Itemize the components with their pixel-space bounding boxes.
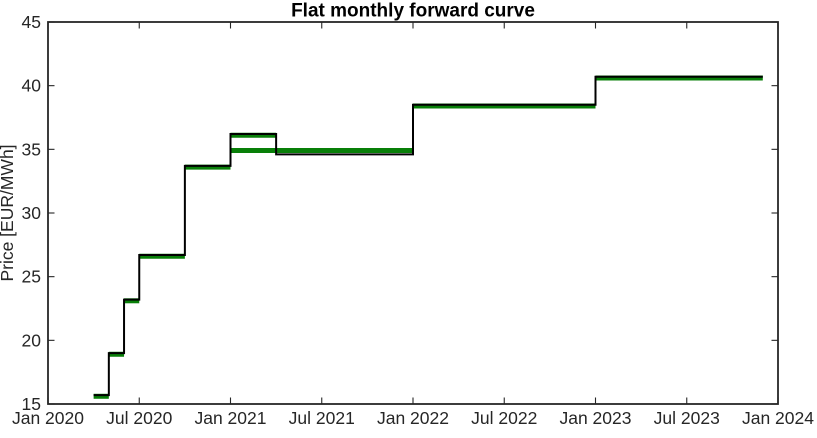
y-tick-label: 40 xyxy=(22,76,42,96)
x-tick-label: Jan 2024 xyxy=(742,408,814,428)
y-tick-label: 20 xyxy=(22,330,42,350)
series-layer xyxy=(93,75,763,399)
x-tick-label: Jul 2021 xyxy=(289,408,355,428)
x-tick-label: Jan 2022 xyxy=(377,408,449,428)
x-tick-label: Jan 2023 xyxy=(559,408,631,428)
flat-monthly-curve-line xyxy=(93,75,763,397)
x-tick-label: Jan 2020 xyxy=(12,408,84,428)
x-tick-label: Jul 2023 xyxy=(654,408,720,428)
y-tick-label: 35 xyxy=(22,139,41,159)
y-tick-label: 45 xyxy=(22,12,41,32)
axes-box xyxy=(47,21,779,405)
y-tick-label: 15 xyxy=(22,394,41,414)
x-tick-label: Jul 2022 xyxy=(471,408,537,428)
chart-title: Flat monthly forward curve xyxy=(291,1,535,22)
y-tick-label: 30 xyxy=(22,203,42,223)
x-tick-label: Jan 2021 xyxy=(194,408,266,428)
axes-layer: Jan 2020 Jul 2020 Jan 2021 Jul 2021 Jan 2022… xyxy=(12,12,814,428)
y-tick-label: 25 xyxy=(22,267,41,287)
x-tick-label: Jul 2020 xyxy=(106,408,172,428)
y-axis-label: Price [EUR/MWh] xyxy=(0,144,17,281)
